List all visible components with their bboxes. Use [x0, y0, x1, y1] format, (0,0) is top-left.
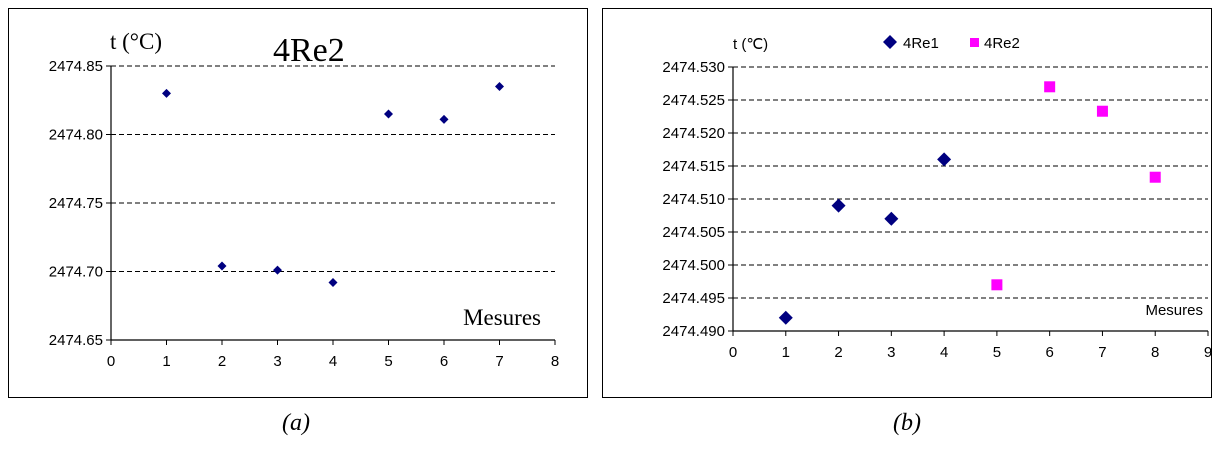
chart-b-legend-label-4re1: 4Re1	[903, 35, 939, 52]
chart-a-y-tick-label: 2474.85	[49, 58, 103, 75]
chart-b-point	[1096, 105, 1108, 117]
chart-panel-b: 2474.490 2474.495 2474.500 2474.505 2474.510…	[602, 8, 1212, 398]
chart-b-point	[884, 211, 899, 226]
chart-b-x-tick-label: 8	[1151, 344, 1159, 361]
chart-b-y-tick-label: 2474.530	[662, 59, 725, 76]
chart-b-y-tick-label: 2474.510	[662, 191, 725, 208]
chart-a-point	[162, 88, 171, 98]
chart-a-x-tick-label: 8	[551, 353, 559, 370]
chart-a-x-tick-label: 6	[440, 353, 448, 370]
chart-a-point	[273, 265, 282, 275]
chart-b-xlabel: Mesures	[1145, 302, 1203, 319]
chart-b-point	[1044, 81, 1056, 93]
chart-b-y-tick-label: 2474.490	[662, 323, 725, 340]
chart-b-svg: 2474.490 2474.495 2474.500 2474.505 2474.510…	[662, 35, 1212, 361]
chart-a-x-tick-label: 4	[329, 353, 337, 370]
chart-b-y-tick-label: 2474.495	[662, 290, 725, 307]
chart-b-y-tick-label: 2474.500	[662, 257, 725, 274]
chart-b-point	[831, 198, 846, 213]
chart-b-ylabel: t (℃)	[733, 36, 768, 53]
chart-b-point	[991, 279, 1003, 291]
chart-b-y-tick-label: 2474.505	[662, 224, 725, 241]
chart-a-y-tick-label: 2474.80	[49, 127, 103, 144]
chart-b-point	[937, 152, 952, 167]
chart-a-point	[328, 277, 338, 287]
chart-b-y-tick-label: 2474.520	[662, 125, 725, 142]
chart-b-x-tick-label: 9	[1204, 344, 1212, 361]
chart-b-y-tick-label: 2474.515	[662, 158, 725, 175]
chart-b-point	[778, 310, 793, 325]
chart-a-ylabel: t (°C)	[110, 29, 162, 54]
chart-b-legend-label-4re2: 4Re2	[984, 35, 1020, 52]
chart-a-point	[217, 261, 227, 271]
chart-b-legend-marker-4re1	[883, 35, 897, 49]
chart-a-point	[439, 114, 449, 124]
chart-b-legend-marker-4re2	[970, 38, 979, 47]
chart-b-x-tick-label: 7	[1098, 344, 1106, 361]
chart-a-point	[384, 109, 393, 119]
chart-a-x-tick-label: 1	[162, 353, 170, 370]
chart-b-x-tick-label: 4	[940, 344, 948, 361]
chart-a-svg: 2474.65 2474.70 2474.75 2474.80 2474.85 0 1 2 3 4…	[49, 29, 559, 370]
chart-b-x-tick-label: 0	[729, 344, 737, 361]
chart-b-x-tick-label: 1	[782, 344, 790, 361]
chart-b-x-tick-label: 2	[834, 344, 842, 361]
caption-a: (a)	[282, 410, 310, 436]
chart-b-y-tick-label: 2474.525	[662, 92, 725, 109]
chart-a-x-tick-label: 3	[273, 353, 281, 370]
chart-a-x-tick-label: 5	[384, 353, 392, 370]
chart-b-x-tick-label: 5	[993, 344, 1001, 361]
chart-a-y-tick-label: 2474.75	[49, 195, 103, 212]
chart-a-y-tick-label: 2474.65	[49, 332, 103, 349]
chart-a-title: 4Re2	[273, 32, 345, 69]
chart-a-x-tick-label: 0	[107, 353, 115, 370]
chart-b-point	[1149, 171, 1161, 183]
chart-a-xlabel: Mesures	[463, 305, 541, 330]
chart-b-x-tick-label: 3	[887, 344, 895, 361]
chart-b-x-tick-label: 6	[1045, 344, 1053, 361]
chart-a-x-tick-label: 2	[218, 353, 226, 370]
chart-a-y-tick-label: 2474.70	[49, 264, 103, 281]
chart-panel-a: 2474.65 2474.70 2474.75 2474.80 2474.85 0 1 2 3 4…	[8, 8, 588, 398]
caption-b: (b)	[893, 410, 921, 436]
chart-a-x-tick-label: 7	[495, 353, 503, 370]
chart-a-point	[495, 82, 504, 92]
